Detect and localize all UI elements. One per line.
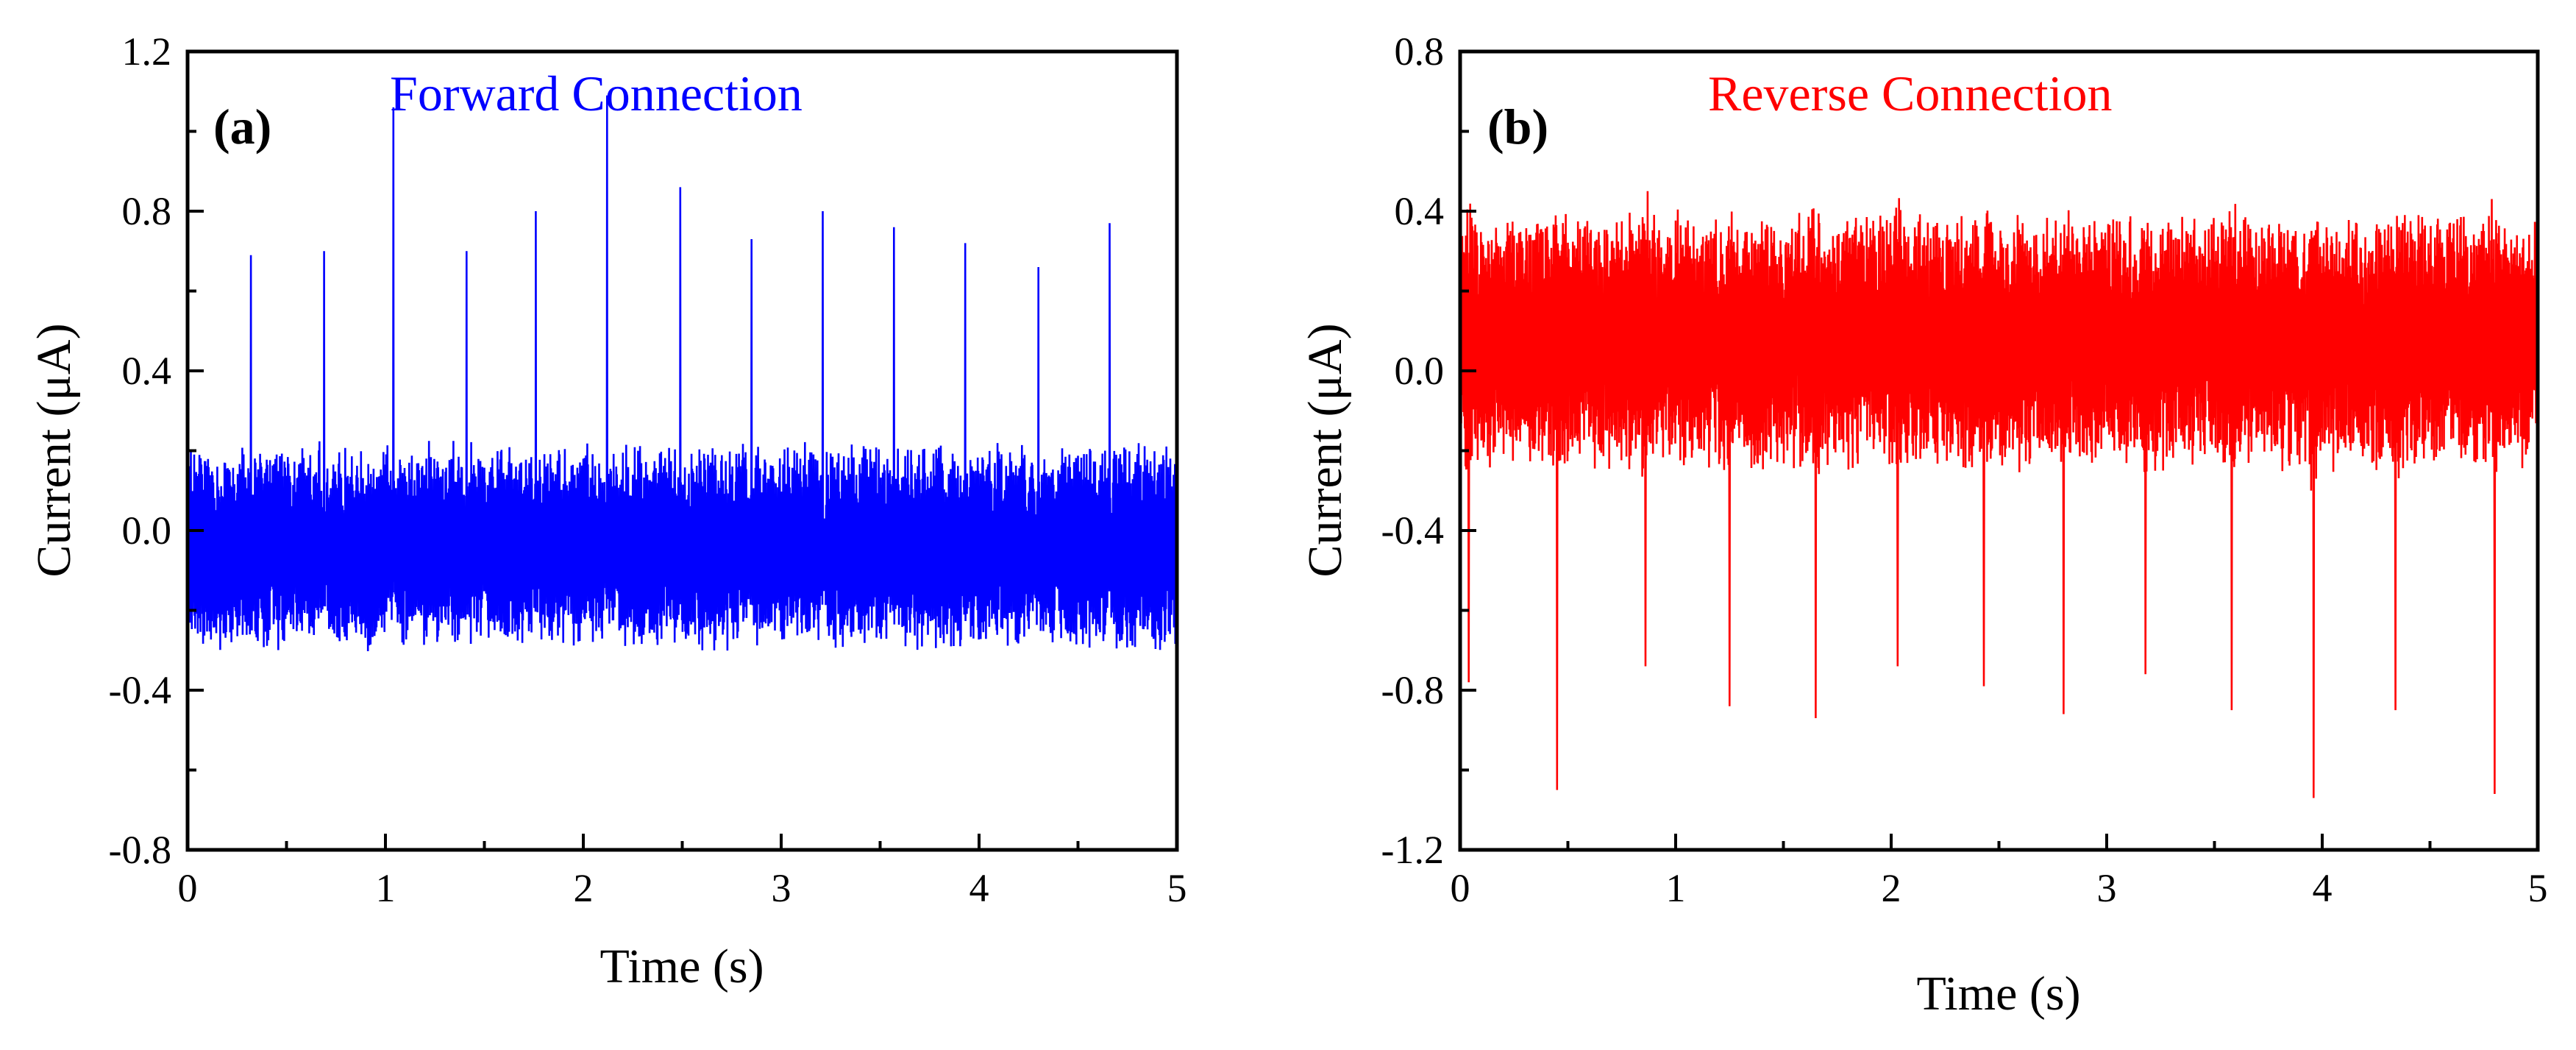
reverse-x-tick-label: 1 bbox=[1666, 866, 1686, 910]
reverse-y-tick-label: -1.2 bbox=[1381, 828, 1444, 872]
reverse-y-axis-title: Current (μA) bbox=[1298, 323, 1352, 577]
forward-y-tick-label: 0.8 bbox=[122, 189, 172, 233]
reverse-y-tick-label: 0.8 bbox=[1395, 29, 1445, 74]
forward-panel-label: (a) bbox=[213, 99, 271, 155]
reverse-x-tick-label: 3 bbox=[2097, 866, 2117, 910]
forward-y-axis-title: Current (μA) bbox=[27, 323, 81, 577]
reverse-x-tick-label: 0 bbox=[1451, 866, 1470, 910]
reverse-x-tick-label: 5 bbox=[2528, 866, 2548, 910]
chart-panel-reverse: 0 1 2 3 4 5 -1.2 -0.8 -0.4 0.0 0.4 0.8 (b) Reverse … bbox=[1298, 29, 2548, 1021]
forward-current-trace-group bbox=[186, 95, 1178, 652]
reverse-x-axis-title: Time (s) bbox=[1916, 967, 2080, 1021]
forward-x-tick-label: 4 bbox=[969, 866, 989, 910]
reverse-y-tick-label: -0.4 bbox=[1381, 508, 1444, 553]
forward-x-tick-label: 3 bbox=[772, 866, 791, 910]
reverse-axis-ticks: 0 1 2 3 4 5 -1.2 -0.8 -0.4 0.0 0.4 0.8 bbox=[1381, 29, 2548, 910]
reverse-current-trace-group bbox=[1459, 191, 2539, 798]
forward-y-tick-label: 0.0 bbox=[122, 508, 172, 553]
forward-x-tick-label: 5 bbox=[1167, 866, 1187, 910]
forward-y-tick-label: -0.4 bbox=[109, 668, 171, 712]
reverse-chart-title: Reverse Connection bbox=[1708, 65, 2113, 121]
forward-x-axis-title: Time (s) bbox=[599, 940, 764, 993]
forward-axis-ticks: 0 1 2 3 4 5 -0.8 -0.4 0.0 0.4 0.8 1.2 bbox=[109, 29, 1187, 910]
reverse-panel-label: (b) bbox=[1487, 99, 1548, 155]
forward-plot-frame bbox=[185, 49, 1179, 852]
forward-current-trace bbox=[186, 95, 1178, 652]
reverse-plot-frame bbox=[1458, 49, 2540, 852]
chart-panel-forward: 0 1 2 3 4 5 -0.8 -0.4 0.0 0.4 0.8 1.2 (a) Forward C… bbox=[27, 29, 1187, 993]
forward-y-tick-label: -0.8 bbox=[109, 828, 171, 872]
reverse-y-tick-label: 0.4 bbox=[1395, 189, 1445, 233]
forward-x-tick-label: 2 bbox=[574, 866, 594, 910]
reverse-x-tick-label: 2 bbox=[1882, 866, 1901, 910]
reverse-y-tick-label: -0.8 bbox=[1381, 668, 1444, 712]
forward-x-tick-label: 0 bbox=[178, 866, 198, 910]
forward-x-tick-label: 1 bbox=[376, 866, 396, 910]
forward-y-tick-label: 0.4 bbox=[122, 349, 172, 393]
reverse-x-tick-label: 4 bbox=[2313, 866, 2333, 910]
reverse-current-trace bbox=[1459, 191, 2539, 798]
reverse-y-tick-label: 0.0 bbox=[1395, 349, 1445, 393]
forward-chart-title: Forward Connection bbox=[390, 65, 803, 121]
forward-y-tick-label: 1.2 bbox=[122, 29, 172, 74]
